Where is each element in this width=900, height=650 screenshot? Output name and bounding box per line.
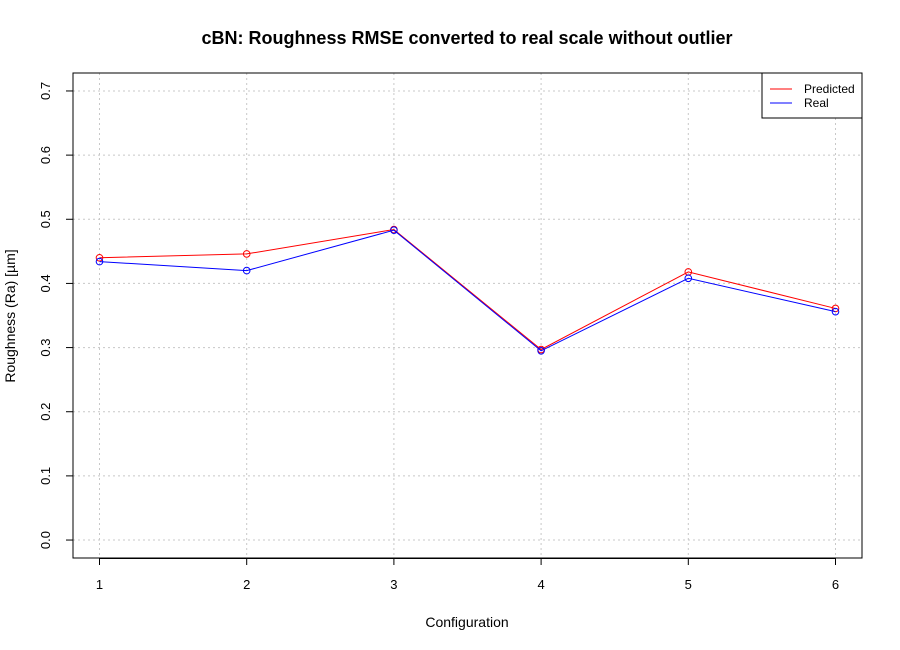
x-tick-label: 4 bbox=[537, 577, 544, 592]
series-predicted bbox=[95, 225, 840, 354]
y-tick-label: 0.4 bbox=[38, 274, 53, 292]
chart-title: cBN: Roughness RMSE converted to real sc… bbox=[201, 28, 732, 48]
x-axis-label: Configuration bbox=[425, 614, 508, 630]
y-tick-label: 0.1 bbox=[38, 467, 53, 485]
x-axis: 1 2 3 4 5 6 bbox=[96, 558, 839, 592]
data-point bbox=[95, 257, 104, 266]
y-tick-label: 0.7 bbox=[38, 82, 53, 100]
legend-label: Real bbox=[804, 96, 829, 110]
data-point bbox=[684, 274, 693, 283]
data-point bbox=[390, 226, 398, 234]
data-point bbox=[242, 250, 251, 258]
series-line bbox=[99, 229, 836, 351]
x-tick-label: 5 bbox=[685, 577, 692, 592]
series-real bbox=[95, 226, 840, 355]
y-tick-label: 0.0 bbox=[38, 531, 53, 549]
x-tick-label: 3 bbox=[390, 577, 397, 592]
y-tick-label: 0.6 bbox=[38, 146, 53, 164]
y-axis-label: Roughness (Ra) [µm] bbox=[2, 249, 18, 382]
y-tick-label: 0.3 bbox=[38, 339, 53, 357]
x-tick-label: 6 bbox=[832, 577, 839, 592]
data-point bbox=[537, 346, 545, 355]
y-tick-label: 0.2 bbox=[38, 403, 53, 421]
y-tick-label: 0.5 bbox=[38, 210, 53, 228]
x-tick-label: 1 bbox=[96, 577, 103, 592]
grid-lines bbox=[73, 73, 862, 558]
legend-box bbox=[761, 72, 863, 119]
plot-frame bbox=[72, 72, 863, 559]
data-point bbox=[831, 304, 840, 313]
x-tick-label: 2 bbox=[243, 577, 250, 592]
data-point bbox=[95, 253, 104, 262]
data-point bbox=[831, 307, 840, 316]
legend-label: Predicted bbox=[804, 82, 855, 96]
series-line bbox=[99, 229, 836, 352]
data-point bbox=[242, 266, 251, 275]
series-layer bbox=[95, 225, 840, 355]
y-axis: 0.0 0.1 0.2 0.3 0.4 0.5 0.6 0.7 bbox=[38, 82, 73, 549]
